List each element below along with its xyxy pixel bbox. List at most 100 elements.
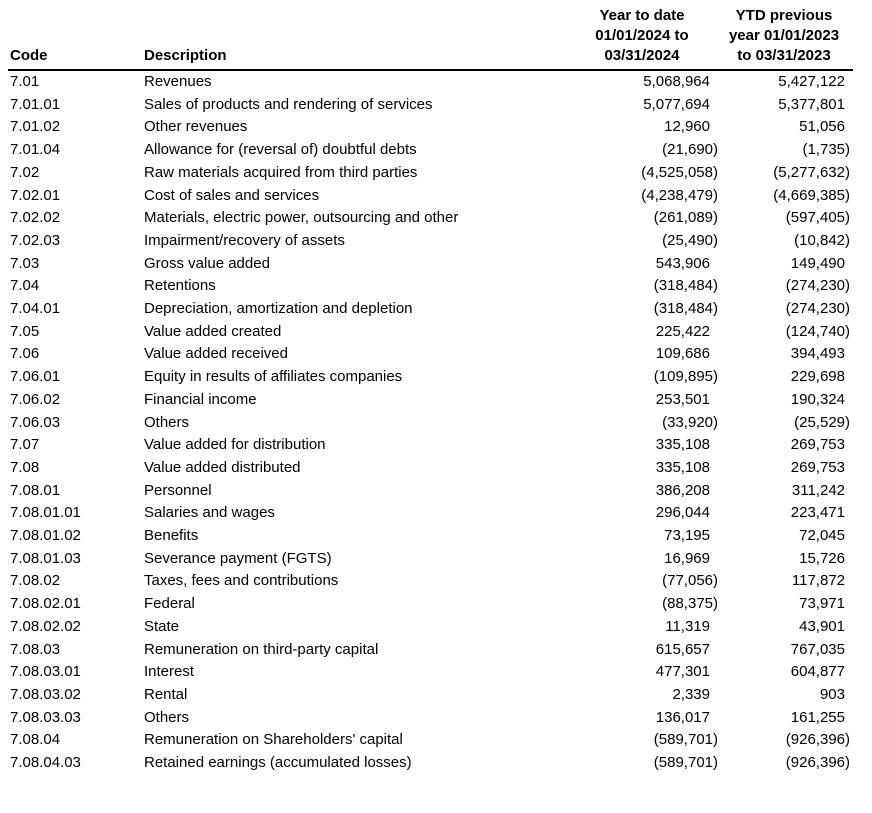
row-value-2023: (25,529) bbox=[794, 413, 850, 431]
row-code: 7.08.01 bbox=[10, 481, 61, 499]
row-value-2023: 149,490 bbox=[790, 254, 845, 272]
row-description: Materials, electric power, outsourcing a… bbox=[144, 209, 459, 227]
row-code: 7.08.04 bbox=[10, 731, 61, 749]
row-value-2024: 296,044 bbox=[655, 504, 710, 522]
table-row: 7.08.01.01 Salaries and wages 296,044 223,4… bbox=[8, 502, 853, 525]
row-code: 7.01 bbox=[10, 73, 40, 90]
row-value-2023: 190,324 bbox=[790, 390, 845, 408]
table-row: 7.01.01 Sales of products and rendering o… bbox=[8, 94, 853, 117]
row-description: Others bbox=[144, 708, 190, 726]
table-row: 7.06.02 Financial income 253,501 190,324 bbox=[8, 389, 853, 412]
row-code: 7.06.03 bbox=[10, 413, 61, 431]
table-row: 7.08.03.01 Interest 477,301 604,877 bbox=[8, 661, 853, 684]
row-description: Salaries and wages bbox=[144, 504, 275, 522]
row-value-2024: 136,017 bbox=[655, 708, 710, 726]
row-code: 7.08.03.03 bbox=[10, 708, 81, 726]
column-header-ytd-2023: YTD previous year 01/01/2023 to 03/31/20… bbox=[718, 0, 853, 71]
row-code: 7.08.03 bbox=[10, 640, 61, 658]
row-value-2023: 903 bbox=[819, 685, 845, 703]
row-code: 7.08.01.02 bbox=[10, 527, 81, 545]
table-row: 7.04.01 Depreciation, amortization and de… bbox=[8, 298, 853, 321]
table-row: 7.08.04 Remuneration on Shareholders' cap… bbox=[8, 729, 853, 752]
row-description: Retained earnings (accumulated losses) bbox=[144, 754, 412, 772]
row-value-2023: 5,427,122 bbox=[778, 73, 845, 90]
row-value-2023: 269,753 bbox=[790, 436, 845, 454]
row-description: Remuneration on Shareholders' capital bbox=[144, 731, 403, 749]
row-value-2023: 73,971 bbox=[799, 595, 845, 613]
table-row: 7.08.02.02 State 11,319 43,901 bbox=[8, 616, 853, 639]
row-value-2023: 311,242 bbox=[791, 481, 845, 499]
row-description: Federal bbox=[144, 595, 195, 613]
row-value-2024: 5,068,964 bbox=[643, 73, 710, 90]
row-value-2024: (589,701) bbox=[653, 754, 718, 772]
row-description: Revenues bbox=[144, 73, 212, 90]
table-row: 7.06 Value added received 109,686 394,493 bbox=[8, 343, 853, 366]
row-value-2023: (10,842) bbox=[794, 231, 850, 249]
row-value-2024: 73,195 bbox=[664, 527, 710, 545]
table-row: 7.02 Raw materials acquired from third pa… bbox=[8, 162, 853, 185]
row-description: Personnel bbox=[144, 481, 212, 499]
row-value-2023: (597,405) bbox=[785, 209, 850, 227]
row-value-2024: (21,690) bbox=[662, 141, 718, 159]
row-value-2023: (1,735) bbox=[802, 141, 850, 159]
row-description: Equity in results of affiliates companie… bbox=[144, 368, 403, 386]
row-description: Retentions bbox=[144, 277, 216, 295]
value-added-table: Code Description Year to date 01/01/2024… bbox=[8, 0, 853, 775]
row-value-2023: (274,230) bbox=[785, 277, 850, 295]
row-description: Allowance for (reversal of) doubtful deb… bbox=[144, 141, 417, 159]
row-code: 7.08.02.02 bbox=[10, 617, 81, 635]
table-row: 7.05 Value added created 225,422 (124,740) bbox=[8, 321, 853, 344]
row-value-2023: 5,377,801 bbox=[778, 95, 845, 113]
row-description: Remuneration on third-party capital bbox=[144, 640, 379, 658]
row-value-2024: 2,339 bbox=[672, 685, 710, 703]
row-code: 7.08.02 bbox=[10, 572, 61, 590]
table-row: 7.08.03.03 Others 136,017 161,255 bbox=[8, 707, 853, 730]
row-value-2023: 269,753 bbox=[790, 458, 845, 476]
row-description: Raw materials acquired from third partie… bbox=[144, 163, 418, 181]
row-value-2023: 43,901 bbox=[799, 617, 845, 635]
row-description: Benefits bbox=[144, 527, 199, 545]
row-value-2023: (926,396) bbox=[785, 754, 850, 772]
table-row: 7.02.03 Impairment/recovery of assets (25,… bbox=[8, 230, 853, 253]
row-code: 7.08 bbox=[10, 458, 40, 476]
row-code: 7.02.02 bbox=[10, 209, 61, 227]
row-value-2023: (5,277,632) bbox=[773, 163, 850, 181]
table-row: 7.06.01 Equity in results of affiliates c… bbox=[8, 366, 853, 389]
row-value-2024: 225,422 bbox=[655, 322, 710, 340]
table-row: 7.07 Value added for distribution 335,108 2… bbox=[8, 434, 853, 457]
row-value-2024: (88,375) bbox=[662, 595, 718, 613]
row-value-2024: (261,089) bbox=[653, 209, 718, 227]
table-row: 7.08.04.03 Retained earnings (accumulated… bbox=[8, 752, 853, 775]
value-added-statement: Code Description Year to date 01/01/2024… bbox=[8, 0, 853, 775]
row-value-2023: 767,035 bbox=[790, 640, 845, 658]
row-description: Impairment/recovery of assets bbox=[144, 231, 345, 249]
row-value-2024: 615,657 bbox=[655, 640, 710, 658]
row-value-2024: 12,960 bbox=[664, 118, 710, 136]
row-value-2024: (77,056) bbox=[662, 572, 718, 590]
row-description: Depreciation, amortization and depletion bbox=[144, 300, 413, 318]
table-row: 7.02.01 Cost of sales and services (4,238,… bbox=[8, 185, 853, 208]
table-row: 7.08.01.02 Benefits 73,195 72,045 bbox=[8, 525, 853, 548]
row-description: Value added distributed bbox=[144, 458, 301, 476]
table-row: 7.01 Revenues 5,068,964 5,427,122 bbox=[8, 70, 853, 94]
row-code: 7.02.01 bbox=[10, 186, 61, 204]
row-code: 7.01.01 bbox=[10, 95, 61, 113]
row-value-2023: 117,872 bbox=[791, 572, 845, 590]
row-description: Value added for distribution bbox=[144, 436, 326, 454]
row-value-2024: (318,484) bbox=[653, 277, 718, 295]
row-value-2024: 386,208 bbox=[655, 481, 710, 499]
row-value-2024: 477,301 bbox=[655, 663, 710, 681]
table-row: 7.01.02 Other revenues 12,960 51,056 bbox=[8, 116, 853, 139]
table-row: 7.08.01.03 Severance payment (FGTS) 16,969… bbox=[8, 548, 853, 571]
row-value-2023: (4,669,385) bbox=[773, 186, 850, 204]
row-value-2024: (109,895) bbox=[653, 368, 718, 386]
row-code: 7.06 bbox=[10, 345, 40, 363]
row-description: Value added received bbox=[144, 345, 288, 363]
table-row: 7.02.02 Materials, electric power, outsou… bbox=[8, 207, 853, 230]
row-description: Sales of products and rendering of servi… bbox=[144, 95, 433, 113]
row-value-2023: 15,726 bbox=[799, 549, 845, 567]
row-value-2024: 335,108 bbox=[655, 458, 710, 476]
row-description: Value added created bbox=[144, 322, 282, 340]
table-row: 7.08 Value added distributed 335,108 269,75… bbox=[8, 457, 853, 480]
row-code: 7.01.02 bbox=[10, 118, 61, 136]
